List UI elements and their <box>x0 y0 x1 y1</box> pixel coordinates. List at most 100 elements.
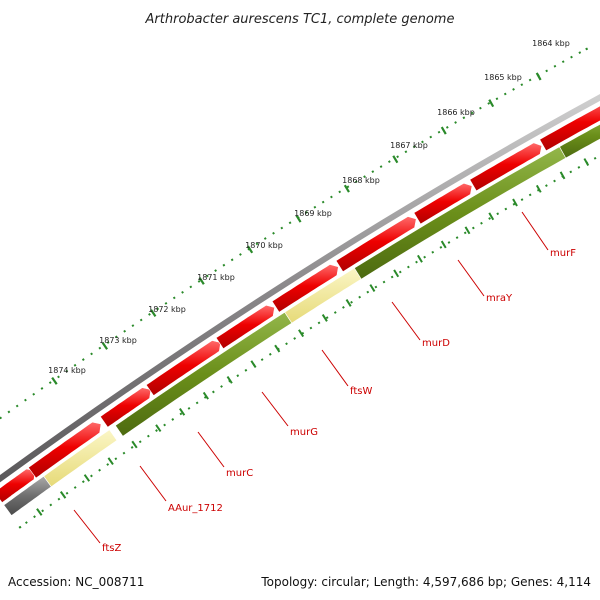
gene-label-ftsz[interactable]: ftsZ <box>102 543 121 554</box>
genome-backbone <box>0 94 600 483</box>
forward-cds-feature[interactable] <box>469 142 543 192</box>
forward-strand-cds-track <box>0 99 600 504</box>
minor-tick <box>293 337 297 340</box>
minor-tick <box>106 463 110 466</box>
minor-tick <box>561 60 565 64</box>
minor-tick <box>81 480 85 484</box>
gene-leader-line <box>139 465 167 502</box>
major-tick <box>295 214 302 223</box>
major-tick <box>440 240 447 249</box>
reverse-cds-feature[interactable] <box>43 429 118 488</box>
minor-tick <box>421 140 424 144</box>
gene-leader-line <box>197 431 225 468</box>
minor-tick <box>57 497 61 501</box>
major-tick <box>512 198 518 207</box>
minor-tick <box>363 175 366 179</box>
outer-tick-track <box>0 47 589 420</box>
minor-tick <box>404 150 408 154</box>
minor-tick <box>179 412 183 416</box>
major-tick <box>83 474 91 482</box>
minor-tick <box>90 474 93 478</box>
reverse-cds-feature[interactable] <box>353 146 567 280</box>
minor-tick <box>577 165 581 169</box>
forward-cds-feature[interactable] <box>539 99 600 152</box>
minor-tick <box>439 245 443 249</box>
reverse-cds-feature[interactable] <box>559 113 600 159</box>
minor-tick <box>24 521 28 524</box>
minor-tick <box>130 446 134 449</box>
major-tick <box>246 245 254 254</box>
minor-tick <box>164 301 168 305</box>
minor-tick <box>15 404 19 408</box>
gene-label-murg[interactable]: murG <box>290 427 318 438</box>
major-tick <box>488 212 495 221</box>
minor-tick <box>462 116 466 120</box>
minor-tick <box>65 369 69 373</box>
minor-tick <box>471 226 475 230</box>
minor-tick <box>313 205 317 209</box>
minor-tick <box>358 295 362 299</box>
minor-tick <box>106 341 110 344</box>
minor-tick <box>90 352 93 356</box>
minor-tick <box>350 300 353 304</box>
minor-tick <box>455 236 459 240</box>
minor-tick <box>437 130 441 134</box>
minor-tick <box>445 125 449 129</box>
minor-tick <box>263 237 267 240</box>
minor-tick <box>32 392 36 396</box>
minor-tick <box>280 226 284 230</box>
forward-cds-feature[interactable] <box>145 340 222 397</box>
gene-label-murc[interactable]: murC <box>226 468 253 479</box>
gene-label-aaur_1712[interactable]: AAur_1712 <box>168 503 223 514</box>
minor-tick <box>122 451 126 455</box>
minor-tick <box>470 111 474 115</box>
minor-tick <box>73 486 77 489</box>
gene-label-murf[interactable]: murF <box>550 248 576 259</box>
minor-tick <box>236 374 240 378</box>
major-tick <box>250 360 257 369</box>
major-tick <box>298 329 305 338</box>
gene-leader-line <box>391 301 421 341</box>
minor-tick <box>354 180 358 184</box>
major-tick <box>345 299 352 307</box>
tick-label: 1871 kbp <box>197 273 235 282</box>
major-tick <box>155 424 162 432</box>
major-tick <box>417 254 423 263</box>
forward-cds-feature[interactable] <box>27 421 102 479</box>
forward-cds-feature[interactable] <box>215 304 275 350</box>
minor-tick <box>371 170 375 174</box>
gene-label-ftsw[interactable]: ftsW <box>350 386 372 397</box>
major-tick <box>392 155 399 164</box>
minor-tick <box>288 221 292 225</box>
forward-cds-feature[interactable] <box>99 387 152 428</box>
forward-cds-feature[interactable] <box>271 264 339 313</box>
major-tick <box>369 284 376 292</box>
minor-tick <box>148 313 151 316</box>
major-tick <box>51 376 58 385</box>
gene-label-mray[interactable]: mraY <box>486 293 513 304</box>
forward-cds-feature[interactable] <box>335 216 417 273</box>
minor-tick <box>222 263 226 267</box>
tick-label: 1872 kbp <box>148 305 186 314</box>
minor-tick <box>301 331 305 335</box>
minor-tick <box>212 390 215 394</box>
minor-tick <box>197 280 201 283</box>
minor-tick <box>187 406 191 410</box>
gene-label-murd[interactable]: murD <box>422 338 450 349</box>
reverse-cds-feature[interactable] <box>114 311 293 437</box>
minor-tick <box>123 329 127 333</box>
major-tick <box>150 309 157 318</box>
minor-tick <box>374 285 378 289</box>
minor-tick <box>545 69 549 73</box>
minor-tick <box>305 211 308 214</box>
major-tick <box>535 184 542 193</box>
minor-tick <box>49 503 53 507</box>
major-tick <box>535 72 542 81</box>
minor-tick <box>114 335 118 339</box>
tick-label: 1869 kbp <box>294 209 332 218</box>
major-tick <box>107 457 114 465</box>
forward-cds-feature[interactable] <box>413 182 473 225</box>
tick-label: 1865 kbp <box>484 73 522 82</box>
minor-tick <box>220 385 223 388</box>
minor-tick <box>495 97 499 101</box>
